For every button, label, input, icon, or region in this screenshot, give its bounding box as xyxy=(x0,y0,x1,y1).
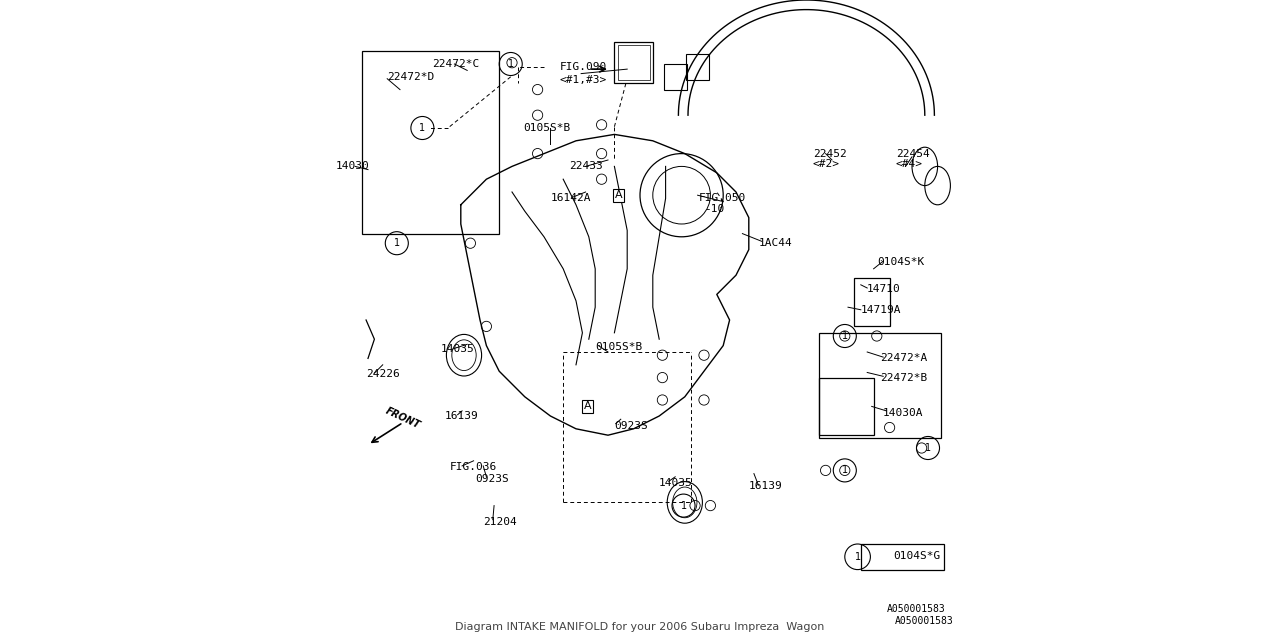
Text: A: A xyxy=(616,190,622,200)
Bar xyxy=(618,45,650,80)
Text: 14030A: 14030A xyxy=(883,408,924,418)
Text: 0104S*G: 0104S*G xyxy=(893,550,940,561)
Bar xyxy=(819,333,941,438)
Bar xyxy=(362,51,499,234)
Bar xyxy=(664,64,687,90)
Text: 0923S: 0923S xyxy=(614,420,648,431)
Text: 0105S*B: 0105S*B xyxy=(595,342,643,352)
Text: 16142A: 16142A xyxy=(550,193,591,204)
Text: 14719A: 14719A xyxy=(860,305,901,316)
Bar xyxy=(860,544,945,570)
Text: A050001583: A050001583 xyxy=(895,616,954,626)
Text: Diagram INTAKE MANIFOLD for your 2006 Subaru Impreza  Wagon: Diagram INTAKE MANIFOLD for your 2006 Su… xyxy=(456,622,824,632)
Text: <#1,#3>: <#1,#3> xyxy=(561,75,607,85)
Text: -10: -10 xyxy=(704,204,724,214)
Text: 22472*A: 22472*A xyxy=(881,353,927,364)
Text: <#4>: <#4> xyxy=(896,159,923,170)
Text: 14710: 14710 xyxy=(868,284,901,294)
Text: 1: 1 xyxy=(855,552,860,562)
Text: FRONT: FRONT xyxy=(384,406,422,431)
Text: 0104S*K: 0104S*K xyxy=(877,257,924,268)
Text: 1AC44: 1AC44 xyxy=(759,238,792,248)
Text: 14030: 14030 xyxy=(335,161,370,172)
Text: 22452: 22452 xyxy=(813,148,846,159)
Text: 1: 1 xyxy=(508,59,513,69)
Text: A050001583: A050001583 xyxy=(886,604,945,614)
Text: 24226: 24226 xyxy=(366,369,399,380)
Text: 14035: 14035 xyxy=(659,478,692,488)
Text: FIG.036: FIG.036 xyxy=(449,462,497,472)
Text: 1: 1 xyxy=(842,331,847,341)
Text: 22433: 22433 xyxy=(570,161,603,172)
Text: 16139: 16139 xyxy=(445,411,479,421)
Text: FIG.050: FIG.050 xyxy=(699,193,746,204)
Text: 22472*D: 22472*D xyxy=(387,72,434,82)
Bar xyxy=(686,54,709,80)
Text: 16139: 16139 xyxy=(749,481,782,492)
Bar xyxy=(614,42,653,83)
Text: 1: 1 xyxy=(394,238,399,248)
Text: 22472*C: 22472*C xyxy=(433,59,479,69)
Bar xyxy=(819,378,874,435)
Text: 0923S: 0923S xyxy=(475,474,508,484)
Bar xyxy=(855,278,890,326)
Text: 1: 1 xyxy=(681,500,686,511)
Text: A: A xyxy=(584,401,591,412)
Text: 14035: 14035 xyxy=(440,344,474,354)
Text: 22454: 22454 xyxy=(896,148,929,159)
Text: FIG.090: FIG.090 xyxy=(561,62,607,72)
Text: 22472*B: 22472*B xyxy=(881,372,927,383)
Text: 1: 1 xyxy=(925,443,931,453)
Text: 0105S*B: 0105S*B xyxy=(524,123,571,133)
Text: 21204: 21204 xyxy=(484,516,517,527)
Text: 1: 1 xyxy=(842,465,847,476)
Text: 1: 1 xyxy=(420,123,425,133)
Text: <#2>: <#2> xyxy=(813,159,840,170)
